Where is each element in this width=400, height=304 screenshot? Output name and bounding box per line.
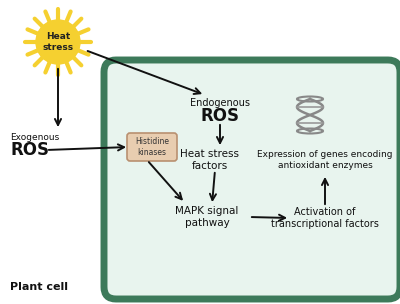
Text: MAPK signal
pathway: MAPK signal pathway xyxy=(175,206,239,228)
Text: ROS: ROS xyxy=(200,107,240,125)
Circle shape xyxy=(36,20,80,64)
Text: Heat
stress: Heat stress xyxy=(42,32,74,52)
Text: Activation of
transcriptional factors: Activation of transcriptional factors xyxy=(271,207,379,229)
Text: Plant cell: Plant cell xyxy=(10,282,68,292)
Text: Endogenous: Endogenous xyxy=(190,98,250,108)
FancyBboxPatch shape xyxy=(127,133,177,161)
FancyBboxPatch shape xyxy=(104,60,400,299)
Text: Heat stress
factors: Heat stress factors xyxy=(180,149,240,171)
Text: Expression of genes encoding
antioxidant enzymes: Expression of genes encoding antioxidant… xyxy=(257,150,393,170)
Text: ROS: ROS xyxy=(10,141,49,159)
Text: Histidine
kinases: Histidine kinases xyxy=(135,137,169,157)
Text: Exogenous: Exogenous xyxy=(10,133,59,143)
